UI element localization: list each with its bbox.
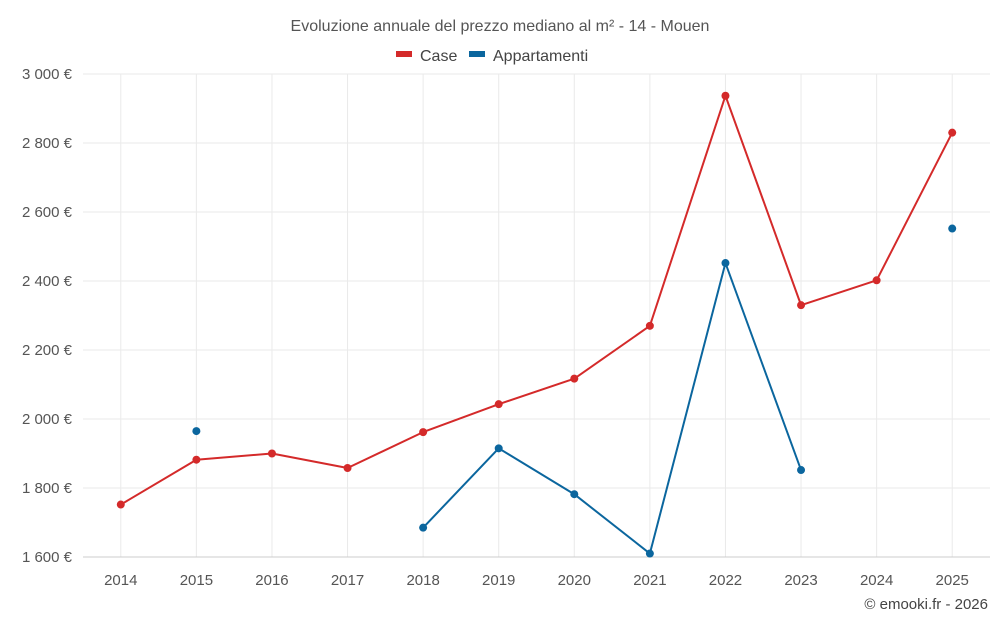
x-tick-label: 2020: [558, 572, 591, 589]
data-point-appartamenti[interactable]: [721, 259, 730, 268]
x-tick-label: 2021: [633, 572, 666, 589]
data-point-case[interactable]: [192, 455, 201, 464]
y-tick-label: 1 800 €: [22, 480, 73, 497]
x-tick-label: 2015: [180, 572, 213, 589]
x-tick-label: 2018: [406, 572, 439, 589]
data-point-case[interactable]: [948, 128, 957, 137]
data-point-appartamenti[interactable]: [192, 427, 201, 436]
y-tick-label: 2 400 €: [22, 273, 73, 290]
y-tick-label: 2 000 €: [22, 411, 73, 428]
x-tick-label: 2019: [482, 572, 515, 589]
data-point-case[interactable]: [797, 301, 806, 310]
legend-label-appartamenti[interactable]: Appartamenti: [493, 48, 588, 65]
series-line-appartamenti: [422, 262, 803, 555]
data-point-case[interactable]: [721, 91, 730, 100]
data-point-case[interactable]: [494, 400, 503, 409]
legend-label-case[interactable]: Case: [420, 48, 457, 65]
data-point-case[interactable]: [419, 428, 428, 437]
data-point-case[interactable]: [267, 449, 276, 458]
x-tick-label: 2023: [784, 572, 817, 589]
y-tick-label: 3 000 €: [22, 66, 73, 83]
x-tick-label: 2024: [860, 572, 893, 589]
data-point-appartamenti[interactable]: [494, 444, 503, 453]
plot-area: 1 600 € 1 800 € 2 000 € 2 200 € 2 400 € 2 600…: [22, 66, 990, 589]
data-point-appartamenti[interactable]: [570, 490, 579, 499]
legend: Case Appartamenti: [396, 48, 588, 65]
legend-swatch-appartamenti: [469, 51, 485, 57]
data-point-case[interactable]: [645, 321, 654, 330]
x-tick-label: 2017: [331, 572, 364, 589]
x-tick-label: 2025: [936, 572, 969, 589]
data-point-case[interactable]: [872, 276, 881, 285]
data-point-appartamenti[interactable]: [645, 549, 654, 558]
y-tick-label: 2 800 €: [22, 135, 73, 152]
chart-title: Evoluzione annuale del prezzo mediano al…: [291, 18, 710, 35]
y-tick-label: 1 600 €: [22, 549, 73, 566]
data-point-appartamenti[interactable]: [797, 466, 806, 475]
x-tick-label: 2014: [104, 572, 137, 589]
data-point-case[interactable]: [343, 463, 352, 472]
data-point-appartamenti[interactable]: [419, 523, 428, 532]
x-tick-label: 2016: [255, 572, 288, 589]
y-tick-label: 2 200 €: [22, 342, 73, 359]
data-point-case[interactable]: [116, 500, 125, 509]
legend-swatch-case: [396, 51, 412, 57]
data-point-appartamenti[interactable]: [948, 224, 957, 233]
x-tick-label: 2022: [709, 572, 742, 589]
data-point-case[interactable]: [570, 374, 579, 383]
y-tick-label: 2 600 €: [22, 204, 73, 221]
credit-text: © emooki.fr - 2026: [864, 596, 988, 613]
series-line-case: [119, 94, 954, 506]
